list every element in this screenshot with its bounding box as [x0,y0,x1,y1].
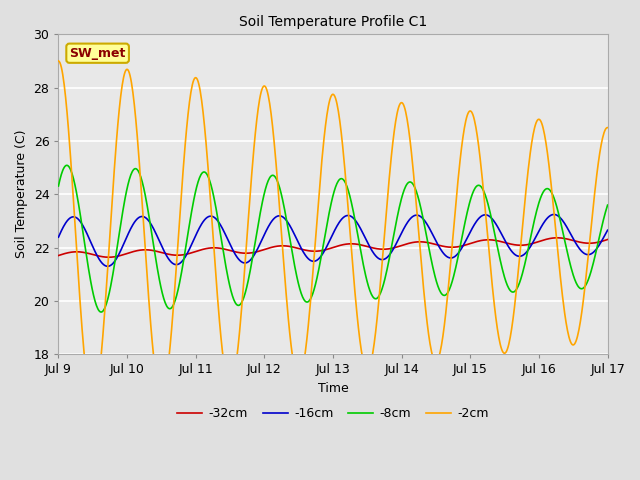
Text: SW_met: SW_met [70,47,126,60]
Y-axis label: Soil Temperature (C): Soil Temperature (C) [15,130,28,258]
-8cm [269,172,277,178]
-8cm [422,229,429,235]
-8cm [97,309,105,315]
-32cm [105,254,113,260]
-16cm [248,256,255,262]
-32cm [421,239,429,245]
-32cm [221,246,228,252]
-2cm [54,58,62,64]
-2cm [421,300,429,306]
-2cm [269,123,276,129]
Line: -2cm: -2cm [58,61,607,403]
-2cm [221,365,228,371]
-32cm [269,244,276,250]
-32cm [604,237,611,242]
-8cm [54,183,62,189]
-32cm [390,245,398,251]
-32cm [120,252,127,257]
-2cm [248,171,255,177]
-16cm [269,217,276,223]
-2cm [89,400,97,406]
Line: -8cm: -8cm [58,165,607,312]
Line: -32cm: -32cm [58,238,607,257]
-16cm [390,245,398,251]
-16cm [104,264,112,269]
Title: Soil Temperature Profile C1: Soil Temperature Profile C1 [239,15,427,29]
X-axis label: Time: Time [317,382,348,395]
-8cm [391,226,399,232]
-32cm [54,252,62,258]
Line: -16cm: -16cm [58,215,607,266]
-16cm [421,218,429,224]
-32cm [248,250,255,256]
-16cm [54,234,62,240]
-8cm [248,255,256,261]
-16cm [120,241,127,247]
-8cm [120,200,128,205]
-16cm [550,212,557,217]
-16cm [221,230,228,236]
-32cm [554,235,561,240]
-2cm [390,128,398,134]
-2cm [604,125,611,131]
-8cm [604,202,611,208]
-2cm [120,74,127,80]
-8cm [63,162,71,168]
Legend: -32cm, -16cm, -8cm, -2cm: -32cm, -16cm, -8cm, -2cm [172,402,494,425]
-16cm [604,228,611,233]
-8cm [221,260,229,266]
